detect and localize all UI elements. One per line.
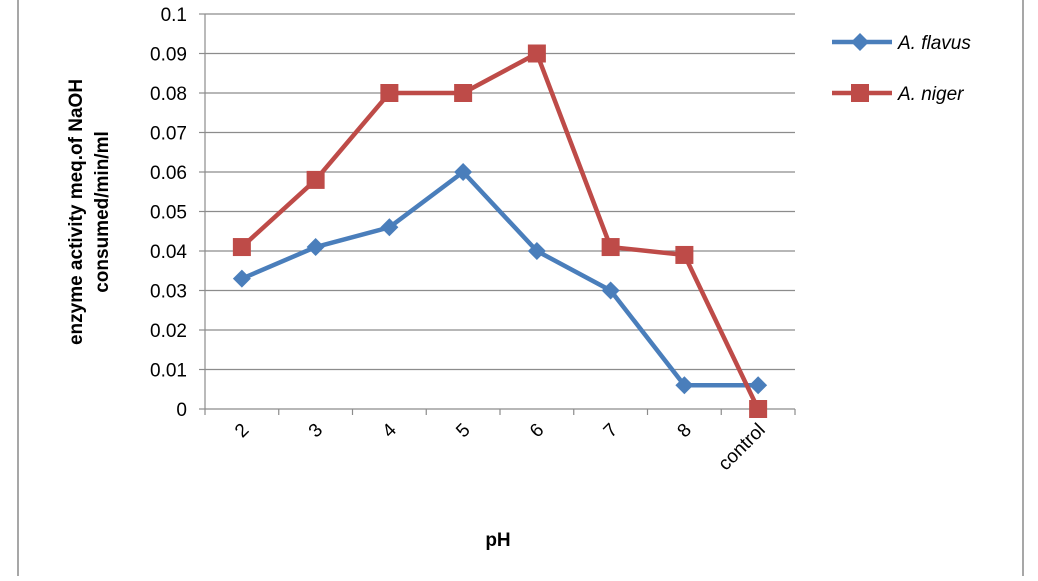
data-point-diamond: [527, 242, 546, 260]
x-tick-label: 3: [305, 420, 327, 442]
series: [232, 44, 768, 418]
data-point-diamond: [306, 238, 325, 257]
data-point-square: [749, 400, 768, 418]
y-axis-title-line1: enzyme activity meq.of NaOH: [66, 79, 87, 345]
data-point-square: [306, 170, 325, 189]
y-tick-label: 0: [176, 400, 187, 421]
data-point-square: [601, 238, 620, 257]
y-tick-label: 0.06: [150, 163, 187, 184]
data-point-diamond: [601, 281, 620, 300]
x-tick-label: 2: [231, 420, 253, 442]
data-point-square: [454, 84, 473, 102]
data-point-diamond: [675, 376, 694, 395]
y-tick-labels: 0 0.01 0.02 0.03 0.04 0.05 0.06 0.07 0.08 0.09 0.1: [150, 5, 187, 421]
x-tick-label: 8: [674, 420, 696, 442]
data-point-square: [380, 84, 399, 102]
y-tick-label: 0.05: [150, 203, 187, 224]
data-point-diamond: [380, 218, 399, 237]
x-tick-label: 4: [379, 419, 402, 442]
y-tick-label: 0.1: [161, 5, 187, 26]
x-tick-labels: 2 3 4 5 6 7 8 control: [231, 419, 770, 474]
y-tick-label: 0.07: [150, 124, 187, 145]
axes: [199, 13, 796, 415]
x-axis-title: pH: [485, 530, 510, 551]
legend-marker-square: [851, 84, 869, 102]
y-tick-label: 0.02: [150, 321, 187, 342]
x-tick-label: 7: [600, 420, 622, 442]
legend-label-1: A. niger: [897, 84, 964, 105]
series-line-1: [240, 51, 761, 410]
y-axis-title-line2: consumed/min/ml: [92, 131, 113, 293]
data-point-square: [675, 245, 694, 264]
series-line-0: [240, 169, 759, 388]
data-point-diamond: [749, 376, 768, 395]
legend: A. flavus A. niger: [832, 33, 971, 105]
legend-marker-diamond: [851, 33, 869, 51]
data-point-square: [232, 238, 251, 257]
y-axis-title: enzyme activity meq.of NaOH consumed/min…: [66, 79, 113, 345]
y-tick-label: 0.08: [150, 84, 187, 105]
data-point-diamond: [232, 269, 251, 288]
x-tick-label: control: [714, 420, 769, 475]
y-tick-label: 0.01: [150, 361, 187, 382]
data-point-diamond: [454, 163, 473, 181]
y-tick-label: 0.03: [150, 282, 187, 303]
legend-label-0: A. flavus: [897, 33, 971, 54]
y-tick-label: 0.09: [150, 45, 187, 66]
gridlines: [205, 13, 795, 371]
y-tick-label: 0.04: [150, 242, 187, 263]
x-tick-label: 5: [452, 420, 474, 442]
x-tick-label: 6: [526, 420, 548, 442]
data-point-square: [527, 44, 546, 63]
